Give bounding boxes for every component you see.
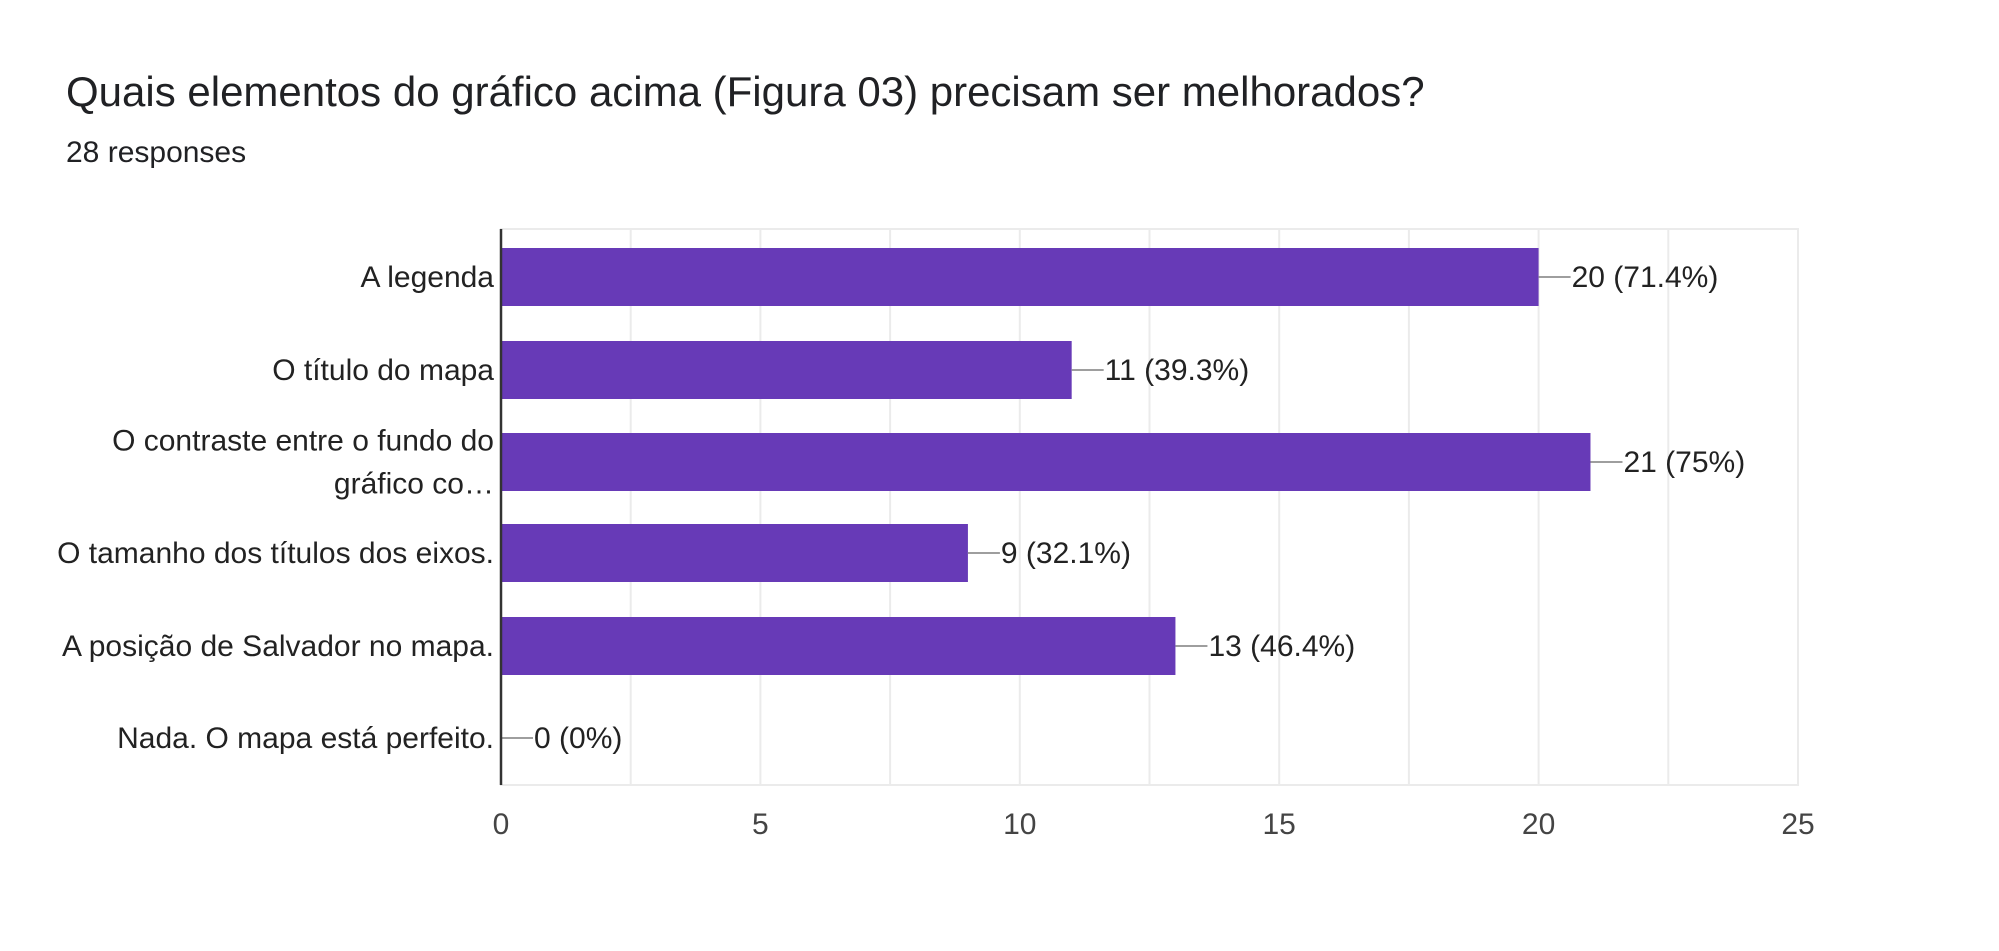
bar bbox=[501, 248, 1539, 306]
x-tick-label: 10 bbox=[1003, 808, 1036, 841]
data-label: 11 (39.3%) bbox=[1105, 354, 1250, 387]
category-label: O tamanho dos títulos dos eixos. bbox=[57, 537, 494, 570]
data-label: 0 (0%) bbox=[534, 722, 622, 755]
x-tick-label: 0 bbox=[493, 808, 510, 841]
data-label: 20 (71.4%) bbox=[1572, 261, 1719, 294]
data-label: 21 (75%) bbox=[1623, 446, 1745, 479]
category-label: O título do mapa bbox=[272, 354, 494, 387]
bar bbox=[501, 524, 968, 582]
data-label: 9 (32.1%) bbox=[1001, 537, 1131, 570]
x-tick-label: 5 bbox=[752, 808, 769, 841]
category-label: Nada. O mapa está perfeito. bbox=[117, 722, 494, 755]
bar bbox=[501, 341, 1072, 399]
bar bbox=[501, 433, 1591, 491]
category-label: gráfico co… bbox=[334, 468, 494, 501]
question-title: Quais elementos do gráfico acima (Figura… bbox=[66, 68, 1425, 115]
response-count: 28 responses bbox=[66, 136, 247, 169]
category-label: O contraste entre o fundo do bbox=[112, 425, 494, 458]
x-tick-label: 25 bbox=[1781, 808, 1814, 841]
category-label: A legenda bbox=[361, 261, 495, 294]
data-label: 13 (46.4%) bbox=[1208, 630, 1355, 663]
category-label: A posição de Salvador no mapa. bbox=[62, 630, 494, 663]
x-tick-label: 15 bbox=[1263, 808, 1296, 841]
x-tick-label: 20 bbox=[1522, 808, 1555, 841]
bar bbox=[501, 617, 1176, 675]
